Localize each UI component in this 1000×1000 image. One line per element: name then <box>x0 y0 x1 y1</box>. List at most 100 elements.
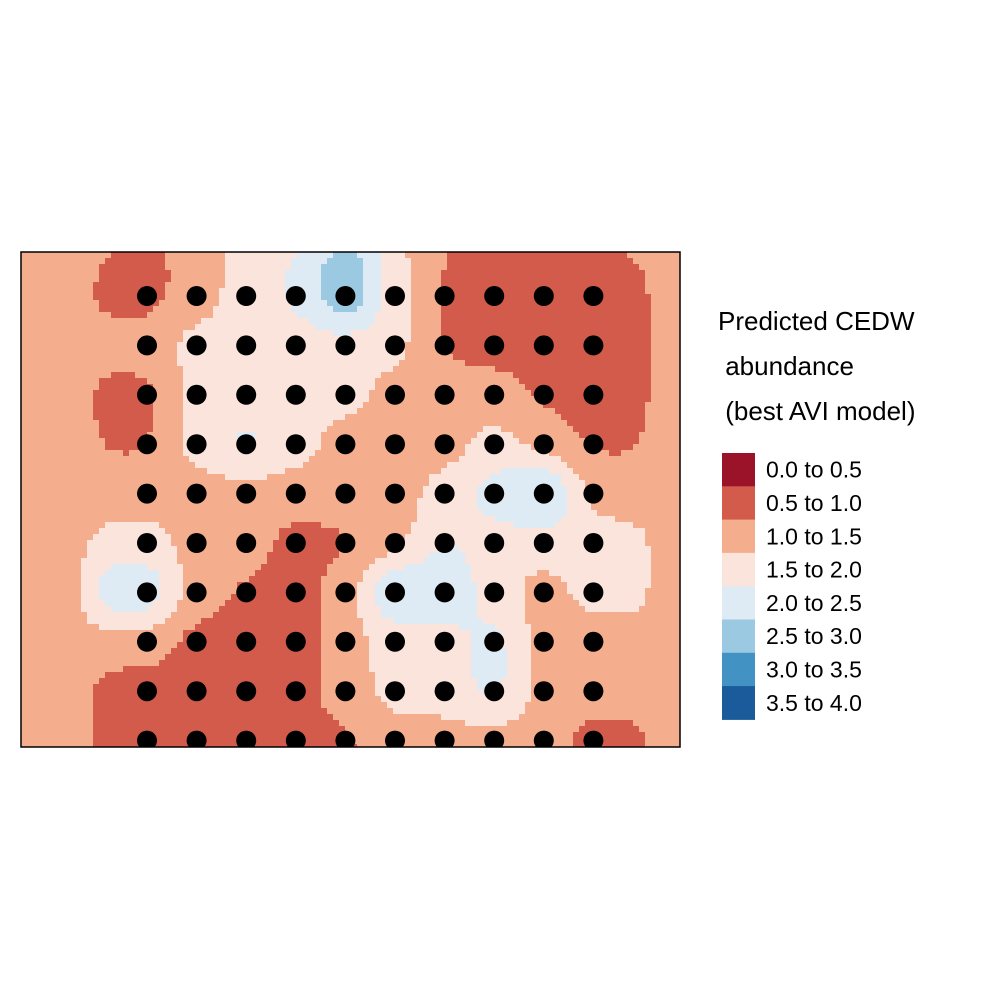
surface-cell <box>315 504 322 511</box>
surface-cell <box>45 318 52 325</box>
surface-cell <box>651 432 658 439</box>
surface-cell <box>327 444 334 451</box>
surface-cell <box>183 522 190 529</box>
surface-cell <box>357 390 364 397</box>
surface-cell <box>69 294 76 301</box>
surface-cell <box>441 426 448 433</box>
surface-cell <box>327 504 334 511</box>
surface-cell <box>141 516 148 523</box>
surface-cell <box>315 342 322 349</box>
surface-cell <box>615 270 622 277</box>
surface-cell <box>657 354 664 361</box>
surface-cell <box>51 354 58 361</box>
surface-cell <box>285 450 292 457</box>
surface-cell <box>609 432 616 439</box>
surface-cell <box>321 504 328 511</box>
surface-cell <box>429 300 436 307</box>
surface-cell <box>573 312 580 319</box>
surface-cell <box>99 420 106 427</box>
surface-cell <box>351 456 358 463</box>
surface-cell <box>303 306 310 313</box>
surface-cell <box>273 396 280 403</box>
surface-cell <box>483 420 490 427</box>
surface-cell <box>465 504 472 511</box>
surface-cell <box>621 432 628 439</box>
surface-cell <box>279 378 286 385</box>
surface-cell <box>165 312 172 319</box>
surface-cell <box>213 282 220 289</box>
surface-cell <box>249 306 256 313</box>
surface-cell <box>141 408 148 415</box>
surface-cell <box>279 318 286 325</box>
surface-cell <box>675 300 680 307</box>
surface-cell <box>27 306 34 313</box>
surface-cell <box>177 408 184 415</box>
surface-cell <box>273 480 280 487</box>
surface-cell <box>411 456 418 463</box>
surface-cell <box>291 312 298 319</box>
surface-cell <box>579 474 586 481</box>
surface-cell <box>333 432 340 439</box>
surface-cell <box>219 492 226 499</box>
surface-cell <box>81 324 88 331</box>
surface-cell <box>429 282 436 289</box>
surface-cell <box>591 456 598 463</box>
surface-cell <box>171 516 178 523</box>
surface-cell <box>267 360 274 367</box>
surface-cell <box>411 306 418 313</box>
surface-cell <box>57 462 64 469</box>
surface-cell <box>321 258 328 265</box>
surface-cell <box>639 384 646 391</box>
surface-cell <box>75 420 82 427</box>
surface-cell <box>651 348 658 355</box>
surface-cell <box>567 468 574 475</box>
surface-cell <box>321 432 328 439</box>
surface-cell <box>81 372 88 379</box>
surface-cell <box>33 348 40 355</box>
surface-cell <box>285 414 292 421</box>
surface-cell <box>513 456 520 463</box>
surface-cell <box>465 276 472 283</box>
surface-cell <box>363 324 370 331</box>
surface-cell <box>525 330 532 337</box>
surface-cell <box>675 456 680 463</box>
surface-cell <box>81 300 88 307</box>
surface-cell <box>261 336 268 343</box>
surface-cell <box>621 516 628 523</box>
surface-cell <box>201 420 208 427</box>
surface-cell <box>369 366 376 373</box>
surface-cell <box>567 288 574 295</box>
surface-cell <box>111 324 118 331</box>
surface-cell <box>51 492 58 499</box>
surface-cell <box>75 288 82 295</box>
surface-cell <box>57 444 64 451</box>
surface-cell <box>57 360 64 367</box>
surface-cell <box>351 360 358 367</box>
surface-cell <box>225 330 232 337</box>
surface-cell <box>213 390 220 397</box>
surface-cell <box>321 330 328 337</box>
surface-cell <box>39 480 46 487</box>
surface-cell <box>663 414 670 421</box>
surface-cell <box>447 366 454 373</box>
surface-cell <box>45 384 52 391</box>
surface-cell <box>81 342 88 349</box>
surface-cell <box>357 402 364 409</box>
surface-cell <box>117 294 124 301</box>
surface-cell <box>441 378 448 385</box>
surface-cell <box>309 414 316 421</box>
surface-cell <box>63 270 70 277</box>
surface-cell <box>105 438 112 445</box>
surface-cell <box>297 456 304 463</box>
surface-cell <box>285 330 292 337</box>
surface-cell <box>633 468 640 475</box>
surface-cell <box>657 318 664 325</box>
surface-cell <box>459 480 466 487</box>
surface-cell <box>273 438 280 445</box>
surface-cell <box>501 498 508 505</box>
surface-cell <box>123 450 130 457</box>
surface-cell <box>297 408 304 415</box>
surface-cell <box>453 372 460 379</box>
surface-cell <box>435 378 442 385</box>
surface-cell <box>495 318 502 325</box>
